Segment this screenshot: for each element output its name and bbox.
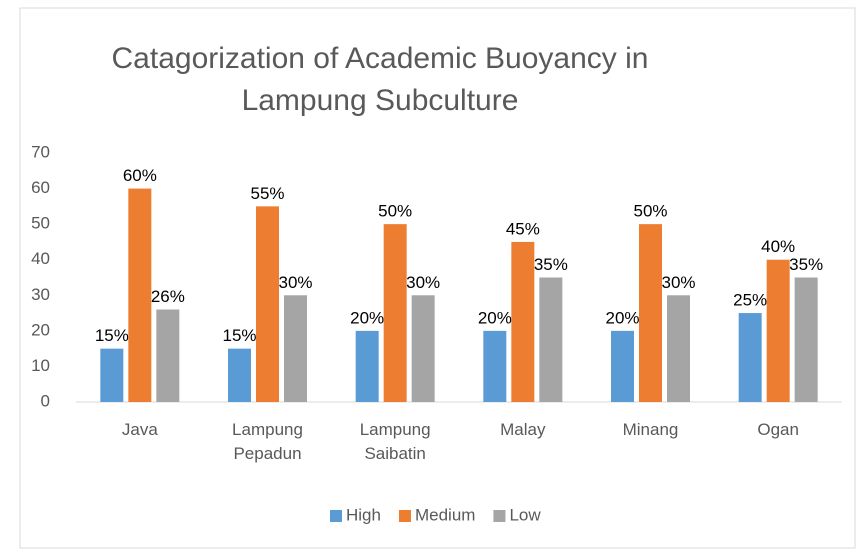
value-label: 30% — [406, 273, 440, 292]
value-label: 15% — [95, 326, 129, 345]
y-tick-label: 60 — [31, 178, 50, 197]
y-tick-label: 30 — [31, 285, 50, 304]
bar — [411, 295, 435, 402]
value-label: 26% — [151, 287, 185, 306]
legend-label: Medium — [415, 505, 475, 524]
y-tick-label: 40 — [31, 249, 50, 268]
value-label: 40% — [761, 237, 795, 256]
bar — [100, 348, 124, 402]
bar — [766, 259, 790, 402]
y-tick-label: 70 — [31, 142, 50, 161]
y-tick-label: 20 — [31, 320, 50, 339]
y-tick-label: 10 — [31, 356, 50, 375]
bar — [738, 313, 762, 402]
value-label: 60% — [123, 166, 157, 185]
value-label: 50% — [378, 202, 412, 221]
bar — [611, 330, 634, 402]
x-tick-label: Java — [121, 420, 158, 439]
bar — [794, 277, 818, 402]
x-tick-label: Malay — [500, 420, 546, 439]
x-tick-label: Minang — [622, 420, 679, 439]
legend-swatch — [330, 510, 342, 522]
bar — [156, 309, 180, 402]
value-label: 45% — [506, 219, 540, 238]
value-label: 35% — [789, 255, 823, 274]
y-tick-label: 50 — [31, 214, 50, 233]
bar — [483, 330, 507, 402]
legend-label: High — [346, 505, 381, 524]
legend-swatch — [398, 510, 411, 522]
bar — [383, 224, 407, 402]
bar — [228, 348, 251, 402]
bar — [511, 241, 535, 402]
value-label: 20% — [478, 308, 512, 327]
chart-title: Catagorization of Academic Buoyancy in L… — [111, 42, 649, 117]
bar — [639, 224, 662, 402]
bar — [256, 206, 279, 402]
value-label: 55% — [250, 184, 284, 203]
value-label: 35% — [534, 255, 568, 274]
bar — [667, 295, 690, 402]
value-label: 20% — [605, 308, 639, 327]
y-tick-label: 0 — [41, 391, 50, 410]
value-label: 20% — [350, 308, 384, 327]
legend-label: Low — [509, 505, 541, 524]
bar — [284, 295, 307, 402]
x-tick-label: Lampung Pepadun — [232, 420, 303, 463]
x-tick-label: Lampung Saibatin — [359, 420, 431, 463]
value-label: 30% — [278, 273, 312, 292]
bar — [539, 277, 563, 402]
value-label: 50% — [633, 202, 667, 221]
value-label: 30% — [661, 273, 695, 292]
bar — [355, 330, 379, 402]
x-tick-label: Ogan — [757, 420, 799, 439]
bar — [128, 188, 152, 402]
value-label: 25% — [733, 291, 767, 310]
value-label: 15% — [222, 326, 256, 345]
chart-frame — [19, 7, 856, 549]
legend-swatch — [493, 510, 506, 522]
